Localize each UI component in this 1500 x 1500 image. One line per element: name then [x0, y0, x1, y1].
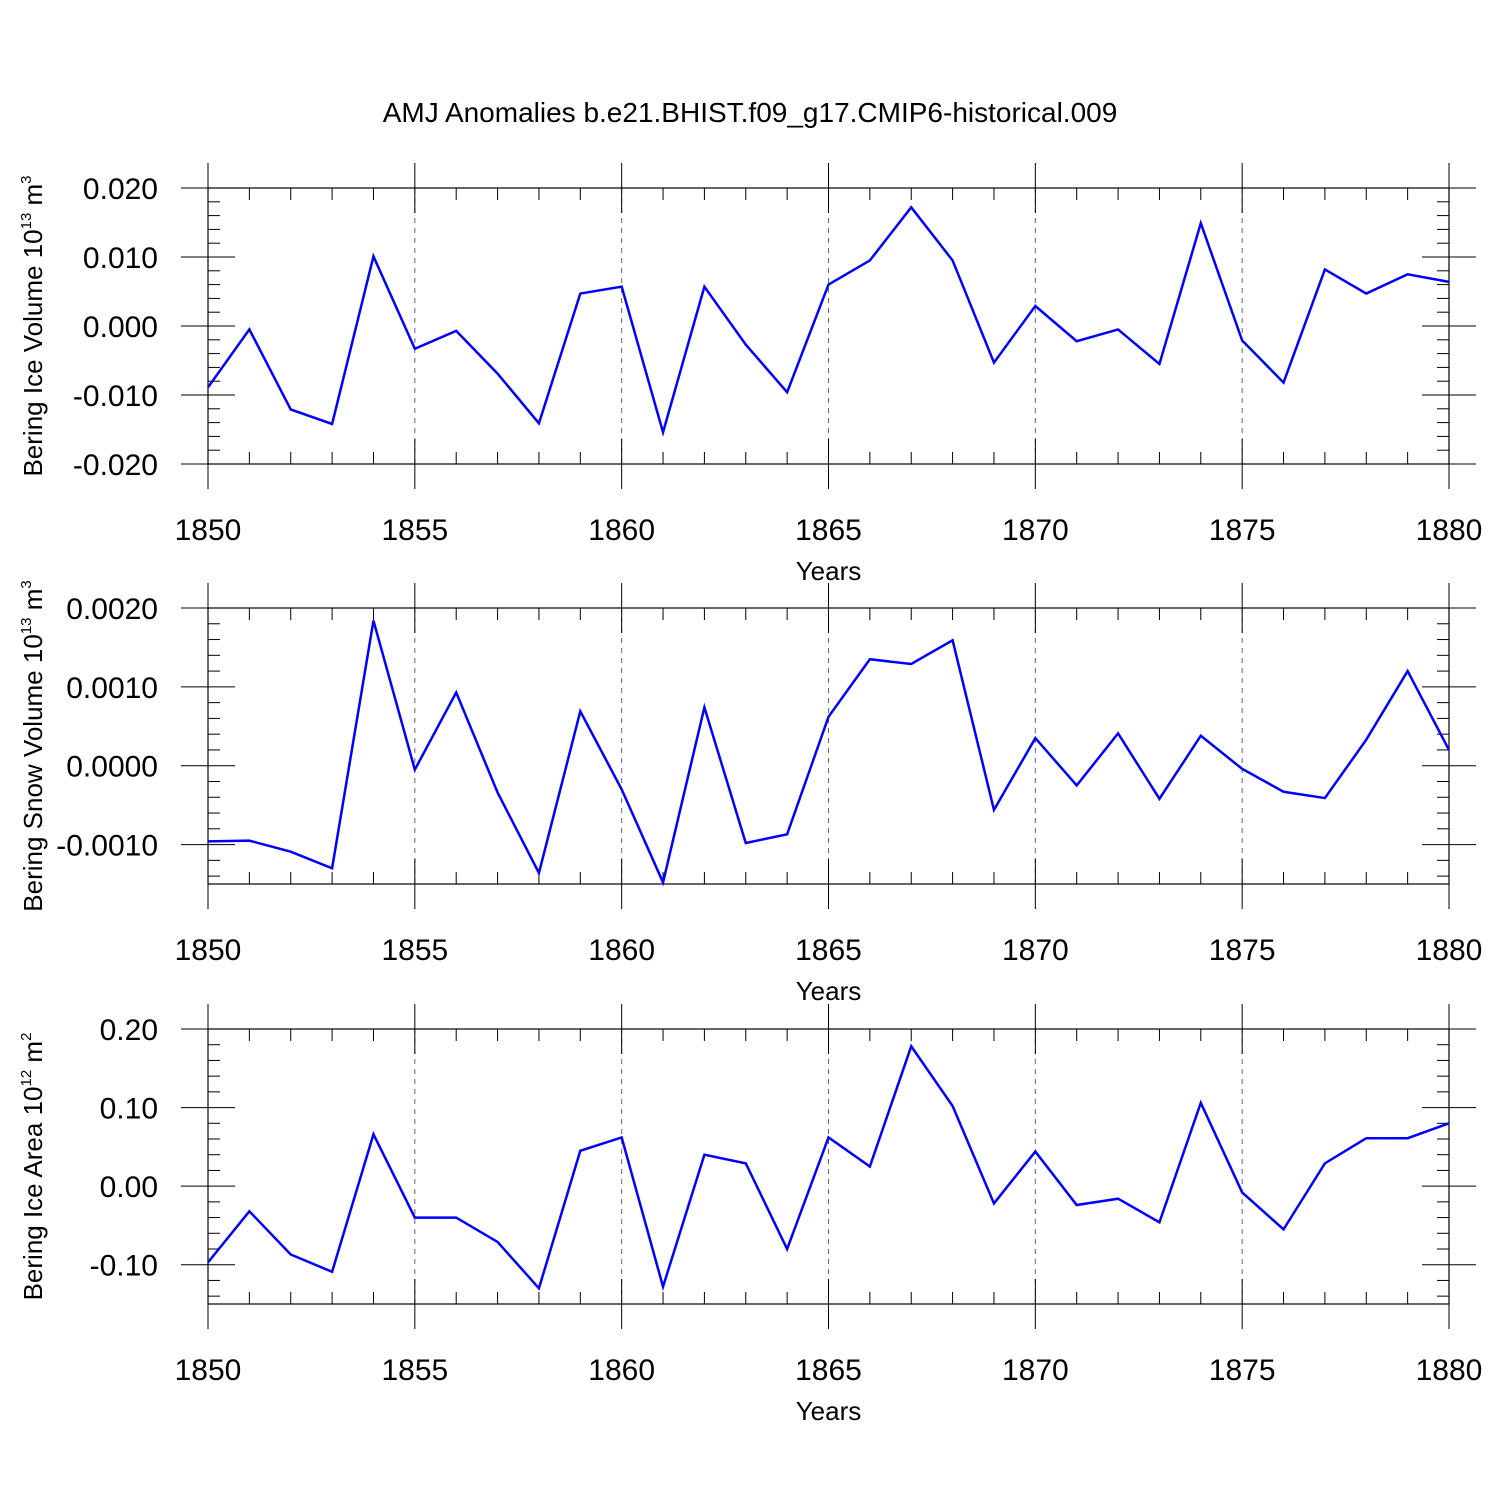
x-axis-title: Years: [796, 1396, 862, 1426]
x-tick-label: 1865: [795, 934, 862, 967]
y-tick-label: -0.010: [73, 380, 158, 413]
plot-frame: [207, 607, 1450, 885]
y-tick-label: 0.20: [100, 1014, 158, 1047]
plot-frame: [207, 187, 1450, 465]
chart-title: AMJ Anomalies b.e21.BHIST.f09_g17.CMIP6-…: [383, 97, 1118, 128]
x-tick-label: 1875: [1209, 1354, 1276, 1387]
plot-frame: [207, 1028, 1450, 1305]
x-tick-label: 1880: [1416, 514, 1483, 547]
y-tick-label: 0.0000: [66, 751, 158, 784]
y-axis-title: Bering Ice Area 1012 m2: [18, 1033, 48, 1301]
x-tick-label: 1875: [1209, 514, 1276, 547]
y-tick-label: 0.000: [83, 311, 158, 344]
x-tick-label: 1860: [588, 514, 655, 547]
x-tick-label: 1850: [175, 514, 242, 547]
chart-panel-3: 1850 1855 1860 1865 1870 1875 1880 -0.10 0.00 0.1…: [18, 1004, 1482, 1426]
y-tick-label: -0.020: [73, 449, 158, 482]
x-tick-label: 1855: [381, 1354, 448, 1387]
x-tick-label: 1865: [795, 1354, 862, 1387]
y-tick-label: 0.00: [100, 1171, 158, 1204]
y-tick-label: -0.0010: [56, 830, 158, 863]
chart-panel-2: 1850 1855 1860 1865 1870 1875 1880 -0.0010 0.000…: [18, 580, 1482, 1006]
y-tick-label: 0.010: [83, 242, 158, 275]
x-axis-title: Years: [796, 556, 862, 586]
x-axis-title: Years: [796, 976, 862, 1006]
x-tick-label: 1850: [175, 1354, 242, 1387]
x-tick-label: 1865: [795, 514, 862, 547]
x-tick-label: 1860: [588, 1354, 655, 1387]
x-tick-label: 1875: [1209, 934, 1276, 967]
x-tick-label: 1855: [381, 514, 448, 547]
y-axis-title: Bering Snow Volume 1013 m3: [18, 580, 48, 911]
chart-panel-1: 1850 1855 1860 1865 1870 1875 1880 -0.020 -0.010…: [18, 163, 1482, 586]
x-tick-label: 1870: [1002, 514, 1069, 547]
y-tick-label: 0.0020: [66, 593, 158, 626]
x-tick-label: 1880: [1416, 934, 1483, 967]
x-tick-label: 1870: [1002, 934, 1069, 967]
y-tick-label: -0.10: [90, 1250, 158, 1283]
x-tick-label: 1855: [381, 934, 448, 967]
x-tick-label: 1870: [1002, 1354, 1069, 1387]
y-tick-label: 0.10: [100, 1093, 158, 1126]
x-tick-label: 1850: [175, 934, 242, 967]
panels: 1850 1855 1860 1865 1870 1875 1880 -0.020 -0.010…: [18, 163, 1482, 1426]
y-axis-title: Bering Ice Volume 1013 m3: [18, 175, 48, 476]
data-line: [207, 620, 1451, 887]
data-line: [206, 205, 1450, 437]
y-tick-label: 0.0010: [66, 672, 158, 705]
x-tick-label: 1880: [1416, 1354, 1483, 1387]
x-tick-label: 1860: [588, 934, 655, 967]
data-line: [207, 1043, 1450, 1292]
y-tick-label: 0.020: [83, 173, 158, 206]
